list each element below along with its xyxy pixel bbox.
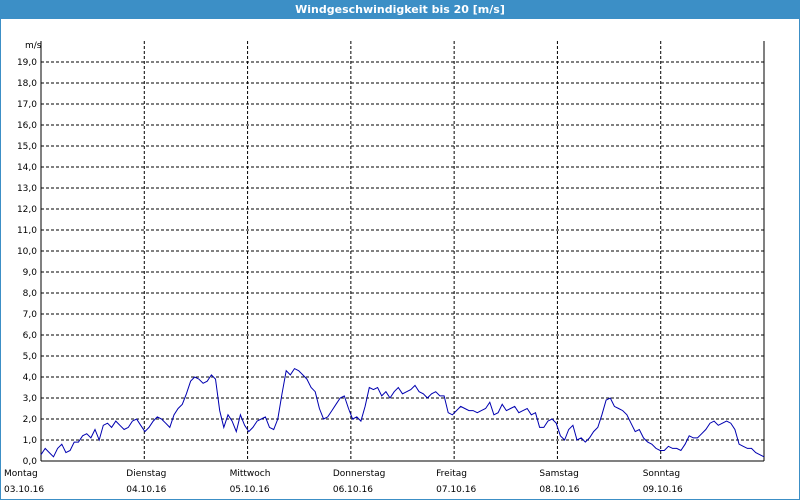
y-tick-label: 19,0 [17,58,37,68]
y-tick-label: 14,0 [17,163,37,173]
x-tick-day-label: Freitag [436,469,467,479]
x-tick-date-label: 07.10.16 [436,485,476,495]
y-tick-label: 16,0 [17,121,37,131]
window-title: Windgeschwindigkeit bis 20 [m/s] [1,1,799,19]
x-tick-date-label: 09.10.16 [643,485,683,495]
y-tick-label: 4,0 [23,373,38,383]
x-tick-date-label: 03.10.16 [4,485,44,495]
x-tick-date-label: 05.10.16 [230,485,270,495]
x-tick-day-label: Mittwoch [230,469,271,479]
x-tick-day-label: Samstag [539,469,578,479]
y-tick-label: 10,0 [17,247,37,257]
y-tick-label: 7,0 [23,310,38,320]
y-tick-label: 1,0 [23,436,38,446]
y-tick-label: 17,0 [17,100,37,110]
y-tick-label: 3,0 [23,394,38,404]
wind-speed-series-line [40,367,765,458]
y-tick-label: 15,0 [17,142,37,152]
x-tick-day-label: Sonntag [643,469,680,479]
y-tick-label: 2,0 [23,415,38,425]
y-tick-label: 11,0 [17,226,37,236]
x-tick-date-label: 04.10.16 [126,485,166,495]
wind-speed-chart: m/s 0,0 1,0 2,0 3,0 4,0 5,0 6,0 7,0 8,0 9,0 10,0 11,… [4,41,765,495]
x-tick-day-label: Dienstag [126,469,166,479]
y-tick-label: 13,0 [17,184,37,194]
y-tick-label: 12,0 [17,205,37,215]
y-tick-label: 18,0 [17,79,37,89]
x-tick-day-label: Montag [4,469,38,479]
x-tick-date-label: 06.10.16 [333,485,373,495]
x-tick-day-label: Donnerstag [333,469,386,479]
y-tick-label: 8,0 [23,289,38,299]
y-axis-unit-label: m/s [25,41,42,51]
y-tick-label: 0,0 [23,457,38,467]
y-tick-label: 5,0 [23,352,38,362]
y-tick-label: 6,0 [23,331,38,341]
y-tick-label: 9,0 [23,268,38,278]
x-tick-date-label: 08.10.16 [539,485,579,495]
